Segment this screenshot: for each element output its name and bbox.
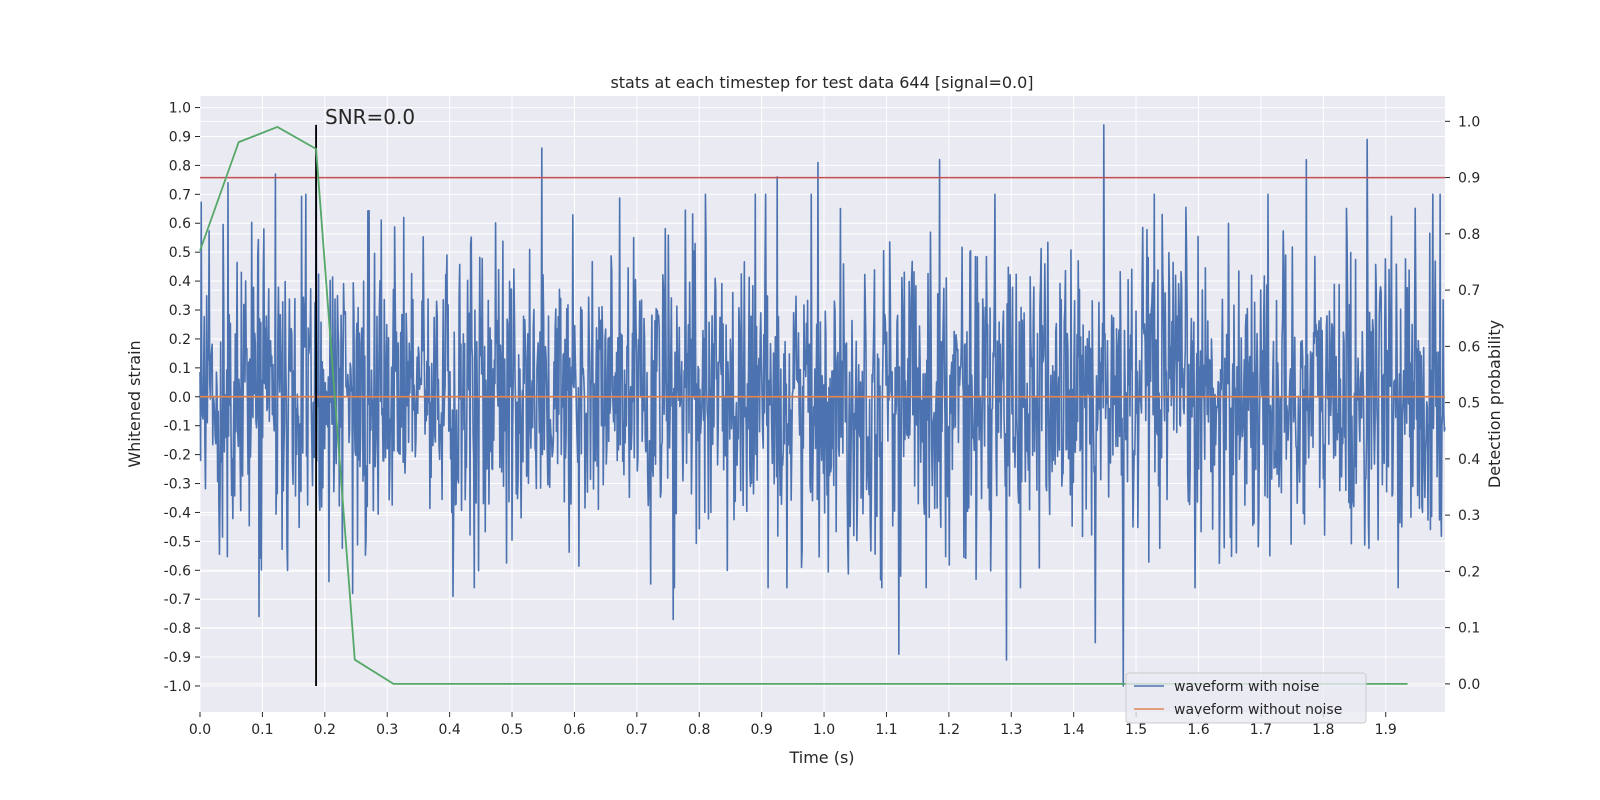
y-tick-label: -0.1	[164, 419, 191, 435]
y-tick-label: -0.7	[164, 592, 191, 608]
y-tick-label: -0.8	[164, 621, 191, 637]
y2-axis-label: Detection probability	[1485, 320, 1504, 488]
x-tick-label: 0.9	[751, 722, 773, 738]
y2-tick-label: 1.0	[1458, 114, 1480, 130]
y-tick-label: -0.6	[164, 563, 191, 579]
x-tick-label: 0.1	[251, 722, 273, 738]
x-tick-label: 0.0	[189, 722, 211, 738]
legend: waveform with noise waveform without noi…	[1125, 672, 1367, 724]
y-tick-label: 0.7	[169, 187, 191, 203]
y2-tick-label: 0.9	[1458, 171, 1480, 187]
y-tick-label: -0.2	[164, 448, 191, 464]
y2-tick-label: 0.1	[1458, 621, 1480, 637]
y2-tick-label: 0.0	[1458, 677, 1480, 693]
y-tick-label: 0.9	[169, 129, 191, 145]
x-tick-label: 0.5	[501, 722, 523, 738]
y-tick-label: 0.1	[169, 361, 191, 377]
y2-tick-label: 0.2	[1458, 564, 1480, 580]
y2-tick-label: 0.8	[1458, 227, 1480, 243]
x-tick-label: 1.1	[875, 722, 897, 738]
y-tick-label: 0.5	[169, 245, 191, 261]
x-tick-label: 1.4	[1063, 722, 1085, 738]
snr-annotation: SNR=0.0	[325, 105, 415, 129]
y2-tick-label: 0.7	[1458, 283, 1480, 299]
x-tick-label: 0.3	[376, 722, 398, 738]
y-tick-label: 0.2	[169, 332, 191, 348]
x-tick-label: 0.2	[314, 722, 336, 738]
x-tick-label: 0.4	[438, 722, 460, 738]
y2-tick-label: 0.6	[1458, 339, 1480, 355]
x-tick-label: 0.8	[688, 722, 710, 738]
x-tick-label: 1.5	[1125, 722, 1147, 738]
y-tick-label: -0.9	[164, 650, 191, 666]
y2-tick-label: 0.3	[1458, 508, 1480, 524]
legend-box	[1125, 672, 1367, 724]
x-tick-label: 0.6	[563, 722, 585, 738]
x-tick-label: 1.6	[1187, 722, 1209, 738]
legend-label-noise: waveform with noise	[1174, 679, 1319, 695]
legend-label-clean: waveform without noise	[1174, 702, 1342, 718]
y-tick-label: -1.0	[164, 679, 191, 695]
y2-tick-label: 0.4	[1458, 452, 1480, 468]
x-tick-label: 1.3	[1000, 722, 1022, 738]
waveform-with-noise-line	[199, 124, 1446, 687]
x-tick-label: 1.0	[813, 722, 835, 738]
y-tick-label: 1.0	[169, 101, 191, 117]
axes: 0.0 0.1 0.2 0.3 0.4 0.5 0.6 0.7 0.8 0.9 1.0 1.1 1.2 1…	[164, 101, 1481, 738]
y-axis-label: Whitened strain	[125, 340, 144, 467]
x-tick-label: 1.2	[938, 722, 960, 738]
y-tick-label: -0.3	[164, 477, 191, 493]
x-tick-label: 0.7	[626, 722, 648, 738]
y-tick-label: 0.6	[169, 216, 191, 232]
y2-tick-label: 0.5	[1458, 396, 1480, 412]
x-tick-label: 1.9	[1375, 722, 1397, 738]
y-tick-label: 0.8	[169, 158, 191, 174]
series-waveform-with-noise	[199, 124, 1446, 687]
y-tick-label: -0.4	[164, 505, 191, 521]
y-tick-label: 0.3	[169, 303, 191, 319]
y-tick-label: 0.4	[169, 274, 191, 290]
x-tick-label: 1.7	[1250, 722, 1272, 738]
y-tick-label: 0.0	[169, 390, 191, 406]
chart-title: stats at each timestep for test data 644…	[610, 73, 1033, 92]
y-tick-label: -0.5	[164, 534, 191, 550]
x-tick-label: 1.8	[1312, 722, 1334, 738]
x-axis-label: Time (s)	[788, 748, 854, 767]
